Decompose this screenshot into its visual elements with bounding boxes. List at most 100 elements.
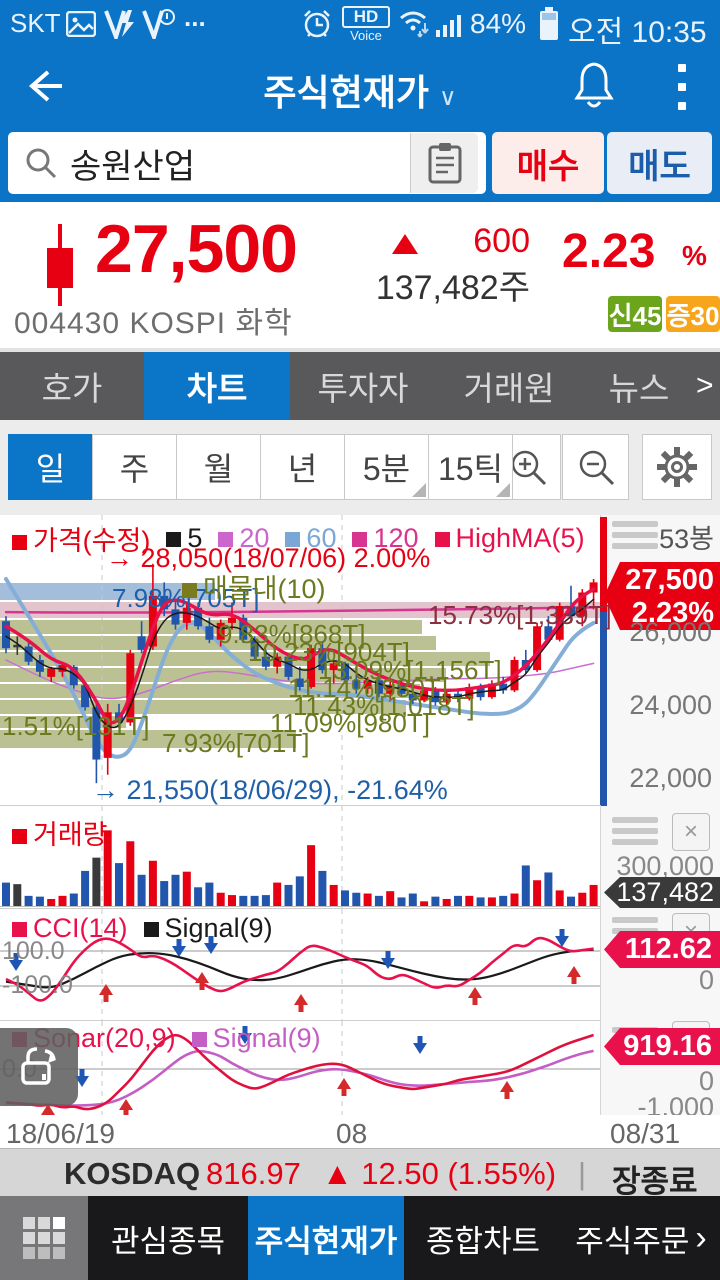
- vaccine-badge-icon: [142, 9, 175, 39]
- legend-item: 120: [352, 523, 419, 554]
- nav-item-3[interactable]: 종합차트: [425, 1223, 541, 1259]
- sonar-chart[interactable]: [0, 1021, 600, 1115]
- price-chart[interactable]: [0, 515, 600, 805]
- scrollbar-upper[interactable]: [600, 517, 607, 612]
- stock-summary: 27,500 600 137,482주 2.23 % 004430 KOSPI …: [0, 202, 720, 348]
- battery-icon: [540, 7, 558, 40]
- index-name: KOSDAQ: [64, 1156, 201, 1191]
- tabs-more-icon[interactable]: >: [696, 369, 714, 402]
- period-button-1[interactable]: 일: [8, 434, 93, 500]
- period-button-4[interactable]: 년: [260, 434, 345, 500]
- tab-2[interactable]: 차트: [144, 352, 290, 420]
- back-icon[interactable]: [24, 66, 64, 106]
- nav-item-2[interactable]: 주식현재가: [248, 1196, 404, 1280]
- cci-legend: CCI(14) Signal(9): [12, 913, 273, 944]
- ticker-divider: |: [578, 1156, 587, 1191]
- gear-icon: [657, 447, 697, 487]
- search-icon: [26, 148, 57, 179]
- index-value: 816.97: [206, 1156, 301, 1191]
- bar-count-label: 53봉: [659, 524, 714, 554]
- time-axis-label: 18/06/19: [6, 1118, 115, 1149]
- legend-swatch: [182, 583, 197, 598]
- close-volume-pane-button[interactable]: ×: [672, 813, 710, 851]
- page-title[interactable]: 주식현재가 ∨: [263, 72, 457, 113]
- alarm-icon: [304, 10, 330, 38]
- legend-item: 5: [166, 523, 202, 554]
- legend-item: 20: [218, 523, 269, 554]
- sonar-value-tag: 919.16: [604, 1028, 720, 1065]
- percent-sign: %: [682, 240, 707, 271]
- current-price: 27,500: [95, 211, 298, 287]
- clipboard-icon: [428, 143, 461, 184]
- memo-button[interactable]: [410, 133, 478, 193]
- legend-item: 거래량: [12, 813, 108, 852]
- status-badge-new: 신45: [608, 296, 662, 332]
- carrier-label: SKT: [10, 8, 61, 38]
- wifi-icon: [400, 11, 429, 38]
- tab-4[interactable]: 거래원: [463, 370, 555, 407]
- high-annotation: → 28,050(18/07/06) 2.00%: [106, 543, 431, 573]
- sell-button[interactable]: 매도: [607, 132, 712, 194]
- legend-item: Signal(9): [191, 1023, 321, 1054]
- candle-icon: [47, 224, 73, 306]
- app-header: 주식현재가 ∨: [0, 48, 720, 125]
- rotate-lock-button[interactable]: [0, 1028, 78, 1106]
- volume-legend: 거래량: [12, 813, 108, 852]
- buy-button[interactable]: 매수: [492, 132, 604, 194]
- chart-settings-button[interactable]: [642, 434, 712, 500]
- status-badge-margin: 증30: [666, 296, 720, 332]
- stock-search-input[interactable]: 송원산업: [8, 132, 486, 194]
- gallery-icon: [66, 11, 96, 37]
- legend-item: 가격(수정): [12, 519, 150, 558]
- stock-code-line: 004430 KOSPI 화학: [14, 307, 293, 340]
- kebab-menu-icon[interactable]: [678, 64, 686, 110]
- period-button-2[interactable]: 주: [92, 434, 177, 500]
- period-button-6[interactable]: 15틱: [428, 434, 513, 500]
- all-menu-button[interactable]: [0, 1196, 88, 1280]
- hd-voice-icon: HD Voice: [342, 6, 390, 43]
- volume-chart[interactable]: [0, 806, 600, 908]
- price-change: 600: [473, 222, 530, 260]
- grid-menu-icon: [23, 1217, 65, 1259]
- time-axis-label: 08: [336, 1118, 368, 1149]
- chart-toolbar: 일 주 월 년 5분 15틱: [0, 420, 720, 515]
- pane-divider: [0, 805, 601, 806]
- cci-zero-label: 0: [698, 965, 714, 995]
- scrollbar-lower[interactable]: [600, 612, 607, 806]
- nav-more-icon: ›: [695, 1218, 707, 1257]
- section-tabs: 호가 차트 투자자 거래원 뉴스 >: [0, 352, 720, 420]
- price-up-icon: [392, 234, 418, 254]
- battery-percent-label: 84%: [470, 8, 527, 39]
- volume-profile-legend: 매물대(10): [182, 567, 326, 606]
- bell-icon[interactable]: [572, 60, 616, 110]
- nav-item-4[interactable]: 주식주문 ›: [575, 1218, 707, 1259]
- nav-item-1[interactable]: 관심종목: [110, 1223, 226, 1259]
- time-axis: 18/06/19 08 08/31: [0, 1115, 720, 1149]
- cci-chart[interactable]: [0, 909, 600, 1020]
- zoom-in-icon: [511, 450, 546, 486]
- status-bar: SKT ... HD Voice: [0, 0, 720, 49]
- pane-drag-handle-volume[interactable]: [612, 817, 658, 845]
- period-button-3[interactable]: 월: [176, 434, 261, 500]
- zoom-out-button[interactable]: [562, 434, 629, 500]
- chevron-down-icon: ∨: [439, 84, 457, 111]
- pane-divider: [0, 1020, 601, 1021]
- trade-volume: 137,482주: [375, 269, 530, 307]
- index-ticker[interactable]: KOSDAQ 816.97 ▲ 12.50 (1.55%) | 장종료: [0, 1148, 720, 1199]
- index-change: ▲ 12.50 (1.55%): [322, 1156, 557, 1191]
- pane-divider: [0, 908, 601, 909]
- period-button-5[interactable]: 5분: [344, 434, 429, 500]
- cci-grid-label: -100.0: [2, 971, 73, 999]
- bottom-nav: 관심종목 주식현재가 종합차트 주식주문 ›: [0, 1196, 720, 1280]
- time-axis-label: 08/31: [610, 1118, 681, 1149]
- legend-item: HighMA(5): [434, 523, 585, 554]
- clock-label: 오전 10:35: [568, 16, 707, 49]
- search-query-text: 송원산업: [70, 147, 196, 186]
- cci-grid-label: 100.0: [2, 937, 65, 965]
- legend-item: Signal(9): [143, 913, 273, 944]
- tab-5[interactable]: 뉴스: [608, 370, 670, 407]
- tab-3[interactable]: 투자자: [317, 370, 409, 407]
- tab-1[interactable]: 호가: [41, 370, 103, 407]
- pane-drag-handle-price[interactable]: [612, 521, 658, 549]
